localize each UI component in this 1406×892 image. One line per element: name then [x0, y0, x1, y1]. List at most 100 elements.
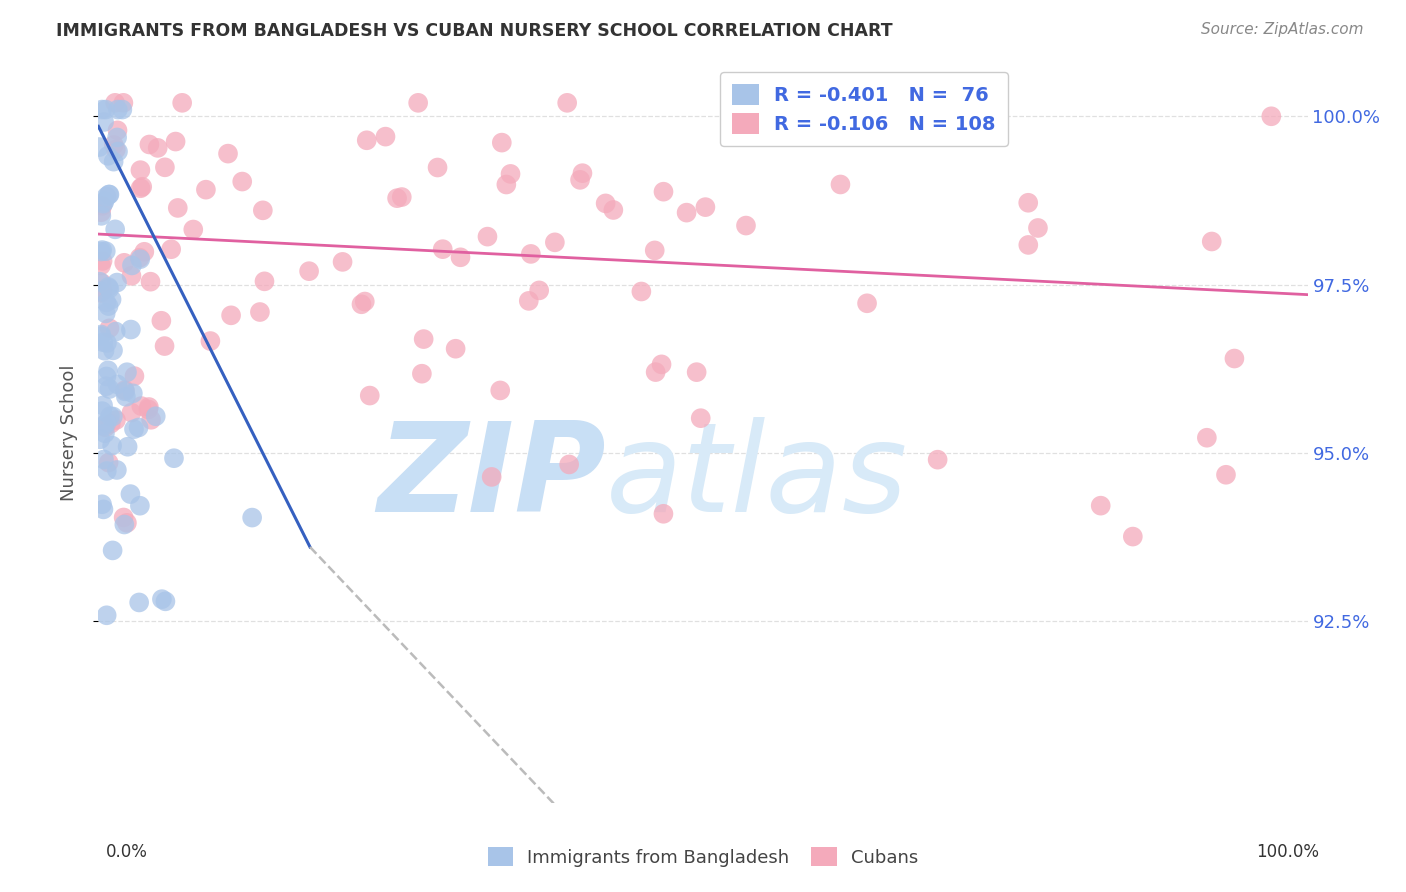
Point	[101, 343, 124, 358]
Point	[489, 384, 512, 398]
Point	[217, 146, 239, 161]
Point	[91, 398, 114, 412]
Point	[97, 456, 120, 470]
Point	[527, 284, 550, 298]
Point	[97, 187, 120, 202]
Point	[90, 285, 112, 300]
Point	[94, 420, 117, 434]
Point	[129, 163, 152, 178]
Point	[138, 400, 160, 414]
Point	[121, 268, 143, 283]
Point	[90, 329, 112, 343]
Point	[112, 517, 135, 532]
Point	[94, 244, 117, 259]
Point	[94, 103, 117, 117]
Point	[172, 95, 194, 110]
Point	[93, 452, 115, 467]
Point	[97, 299, 120, 313]
Legend: Immigrants from Bangladesh, Cubans: Immigrants from Bangladesh, Cubans	[481, 840, 925, 874]
Point	[569, 173, 592, 187]
Point	[1122, 530, 1144, 544]
Point	[90, 209, 112, 223]
Point	[100, 293, 122, 307]
Point	[555, 95, 578, 110]
Point	[391, 190, 413, 204]
Point	[595, 196, 617, 211]
Point	[139, 413, 162, 427]
Point	[165, 135, 187, 149]
Point	[252, 203, 274, 218]
Point	[128, 251, 150, 265]
Y-axis label: Nursery School: Nursery School	[59, 364, 77, 501]
Point	[89, 432, 111, 446]
Point	[121, 259, 143, 273]
Point	[685, 365, 707, 379]
Point	[491, 136, 513, 150]
Point	[100, 417, 122, 431]
Point	[93, 418, 115, 433]
Point	[477, 229, 499, 244]
Point	[153, 161, 176, 175]
Point	[90, 327, 112, 342]
Point	[105, 463, 128, 477]
Point	[544, 235, 567, 250]
Point	[219, 309, 242, 323]
Point	[112, 510, 135, 524]
Point	[856, 296, 879, 310]
Point	[98, 321, 121, 335]
Point	[105, 377, 128, 392]
Point	[444, 342, 467, 356]
Point	[139, 275, 162, 289]
Point	[630, 285, 652, 299]
Point	[1017, 238, 1039, 252]
Point	[122, 422, 145, 436]
Point	[166, 201, 188, 215]
Point	[90, 259, 112, 273]
Point	[114, 384, 136, 399]
Point	[89, 140, 111, 154]
Point	[101, 439, 124, 453]
Point	[406, 95, 429, 110]
Point	[121, 406, 143, 420]
Text: atlas: atlas	[606, 417, 908, 538]
Point	[121, 386, 143, 401]
Text: Source: ZipAtlas.com: Source: ZipAtlas.com	[1201, 22, 1364, 37]
Point	[194, 183, 217, 197]
Point	[128, 595, 150, 609]
Point	[644, 244, 666, 258]
Point	[163, 451, 186, 466]
Point	[426, 161, 449, 175]
Point	[114, 383, 136, 397]
Point	[93, 194, 115, 209]
Point	[97, 280, 120, 294]
Point	[146, 141, 169, 155]
Point	[558, 458, 581, 472]
Point	[652, 507, 675, 521]
Point	[96, 416, 118, 430]
Point	[249, 305, 271, 319]
Point	[374, 129, 396, 144]
Point	[107, 145, 129, 159]
Point	[644, 365, 666, 379]
Point	[90, 244, 112, 259]
Point	[129, 499, 152, 513]
Point	[332, 255, 354, 269]
Point	[91, 284, 114, 298]
Point	[120, 487, 142, 501]
Point	[112, 95, 135, 110]
Point	[93, 502, 115, 516]
Point	[298, 264, 321, 278]
Point	[115, 365, 138, 379]
Point	[1090, 499, 1112, 513]
Point	[155, 594, 177, 608]
Point	[231, 175, 253, 189]
Point	[181, 222, 204, 236]
Point	[91, 253, 114, 268]
Point	[115, 390, 138, 404]
Point	[481, 470, 503, 484]
Point	[107, 103, 129, 117]
Point	[353, 294, 375, 309]
Text: 100.0%: 100.0%	[1256, 843, 1319, 861]
Point	[117, 440, 139, 454]
Point	[111, 103, 134, 117]
